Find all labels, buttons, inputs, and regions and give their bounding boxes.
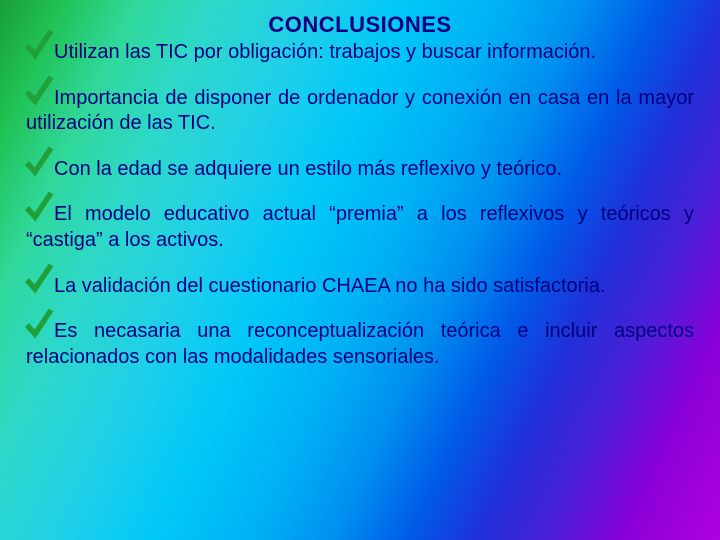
- bullet-text: Importancia de disponer de ordenador y c…: [26, 86, 694, 137]
- checkmark-icon: [24, 307, 54, 341]
- slide-title: CONCLUSIONES: [26, 12, 694, 38]
- checkmark-icon: [24, 262, 54, 296]
- bullet-item: Con la edad se adquiere un estilo más re…: [26, 157, 694, 183]
- bullet-text: El modelo educativo actual “premia” a lo…: [26, 202, 694, 253]
- checkmark-icon: [24, 28, 54, 62]
- bullet-item: Es necasaria una reconceptualización teó…: [26, 319, 694, 370]
- bullet-item: Utilizan las TIC por obligación: trabajo…: [26, 40, 694, 66]
- bullet-text: Con la edad se adquiere un estilo más re…: [26, 157, 694, 183]
- checkmark-icon: [24, 74, 54, 108]
- bullet-text: Utilizan las TIC por obligación: trabajo…: [26, 40, 694, 66]
- bullet-text: Es necasaria una reconceptualización teó…: [26, 319, 694, 370]
- bullet-text: La validación del cuestionario CHAEA no …: [26, 274, 694, 300]
- bullet-item: La validación del cuestionario CHAEA no …: [26, 274, 694, 300]
- bullet-item: El modelo educativo actual “premia” a lo…: [26, 202, 694, 253]
- bullet-item: Importancia de disponer de ordenador y c…: [26, 86, 694, 137]
- checkmark-icon: [24, 190, 54, 224]
- checkmark-icon: [24, 145, 54, 179]
